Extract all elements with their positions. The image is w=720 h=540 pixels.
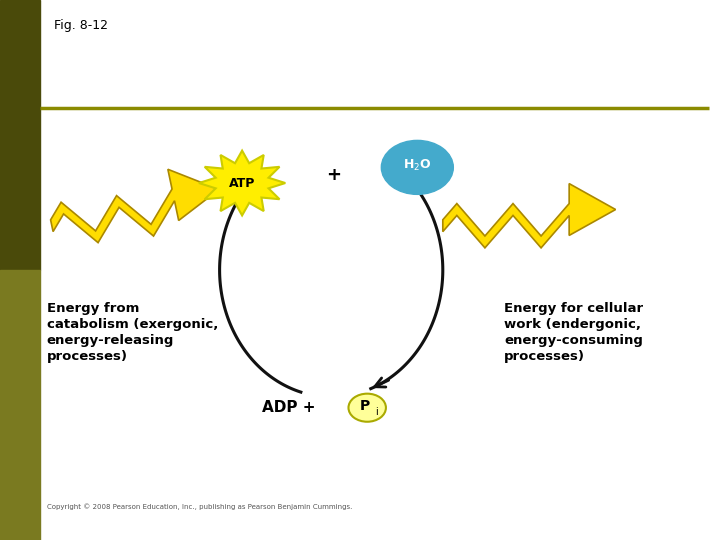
Bar bbox=[0, 270, 40, 540]
Circle shape bbox=[348, 394, 386, 422]
Polygon shape bbox=[199, 151, 285, 215]
Text: Energy from
catabolism (exergonic,
energy-releasing
processes): Energy from catabolism (exergonic, energ… bbox=[47, 302, 218, 363]
Polygon shape bbox=[443, 184, 616, 248]
Text: P: P bbox=[360, 399, 370, 413]
Text: ADP +: ADP + bbox=[261, 400, 320, 415]
Text: H$_2$O: H$_2$O bbox=[403, 158, 431, 173]
Text: Energy for cellular
work (endergonic,
energy-consuming
processes): Energy for cellular work (endergonic, en… bbox=[504, 302, 643, 363]
Text: Copyright © 2008 Pearson Education, Inc., publishing as Pearson Benjamin Cumming: Copyright © 2008 Pearson Education, Inc.… bbox=[47, 504, 352, 510]
Text: i: i bbox=[375, 407, 378, 417]
Circle shape bbox=[382, 140, 454, 194]
Bar bbox=[0, 0, 40, 270]
Polygon shape bbox=[50, 170, 219, 242]
Text: Fig. 8-12: Fig. 8-12 bbox=[54, 19, 108, 32]
Text: ATP: ATP bbox=[229, 177, 256, 190]
Text: +: + bbox=[326, 166, 341, 184]
